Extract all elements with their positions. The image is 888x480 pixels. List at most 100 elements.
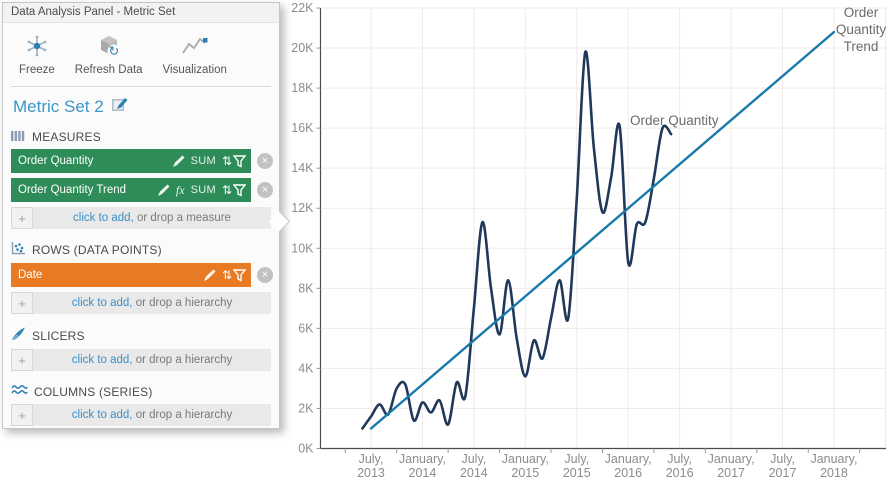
x-tick-label: January, [605,452,652,466]
rows-label: ROWS (DATA POINTS) [32,243,162,257]
x-tick-label: July, [667,452,692,466]
hierarchy-date[interactable]: Date ⇅ [11,263,251,287]
measure-order-quantity-trend[interactable]: Order Quantity Trend fx SUM ⇅ [11,178,251,202]
add-icon: + [11,404,33,426]
edit-pencil-icon[interactable] [172,155,185,168]
measures-icon [11,130,26,144]
x-tick-label: 2014 [460,466,488,480]
add-column-row[interactable]: + click to add, or drop a hierarchy [11,404,271,426]
edit-metric-set-icon[interactable] [111,96,128,117]
x-tick-label: 2017 [769,466,797,480]
x-tick-label: 2015 [511,466,539,480]
order-quantity-trend-series-label: Trend [844,39,879,54]
aggregator-label[interactable]: SUM [190,155,216,167]
x-tick-label: 2013 [357,466,385,480]
order-quantity-trend-series-label: Order [844,5,879,20]
sort-arrows-icon: ⇅ [221,154,232,168]
x-tick-label: 2015 [563,466,591,480]
refresh-data-button[interactable]: ↻ Refresh Data [75,33,143,76]
hierarchy-label: Date [18,269,43,281]
y-tick-label: 16K [291,121,314,135]
click-to-add-link[interactable]: click to add, [71,297,133,309]
y-tick-label: 10K [291,241,314,255]
columns-series-icon [11,384,28,399]
hierarchy-row: Date ⇅ × [3,263,279,287]
slicers-section-header: SLICERS [3,320,279,349]
order-quantity-trend-series-label: Quantity [836,22,887,37]
sort-arrows-icon: ⇅ [221,183,232,197]
panel-header[interactable]: Data Analysis Panel - Metric Set [3,3,279,23]
rows-section-header: ROWS (DATA POINTS) [3,235,279,263]
remove-measure-button[interactable]: × [257,182,273,198]
add-icon: + [11,349,33,371]
y-tick-label: 22K [291,1,314,15]
measure-row: Order Quantity SUM ⇅ × [3,149,279,173]
x-tick-label: January, [708,452,755,466]
aggregator-label[interactable]: SUM [190,184,216,196]
x-tick-label: 2014 [409,466,437,480]
measure-order-quantity[interactable]: Order Quantity SUM ⇅ [11,149,251,173]
toolbar-divider [11,86,271,87]
measures-section-header: MEASURES [3,123,279,149]
add-slicer-row[interactable]: + click to add, or drop a hierarchy [11,349,271,371]
add-rows-hierarchy-row[interactable]: + click to add, or drop a hierarchy [11,292,271,314]
slicers-label: SLICERS [32,328,85,343]
axes [319,8,886,450]
click-to-add-link[interactable]: click to add, [73,212,134,224]
x-tick-label: 2016 [614,466,642,480]
x-tick-label: July, [359,452,384,466]
columns-label: COLUMNS (SERIES) [34,384,153,399]
sort-filter-icon[interactable]: ⇅ [221,268,246,282]
y-tick-label: 0K [298,442,314,456]
remove-hierarchy-button[interactable]: × [257,267,273,283]
x-tick-label: 2016 [666,466,694,480]
visualization-label: Visualization [162,64,227,76]
rows-data-points-icon [11,242,26,258]
edit-pencil-icon[interactable] [203,269,216,282]
measure-label: Order Quantity Trend [18,184,127,196]
add-slicer-text: click to add, or drop a hierarchy [71,354,233,366]
sort-filter-icon[interactable]: ⇅ [221,183,246,197]
sort-filter-icon[interactable]: ⇅ [221,154,246,168]
x-tick-label: January, [502,452,549,466]
x-tick-label: January, [399,452,446,466]
add-column-text: click to add, or drop a hierarchy [71,409,233,421]
add-hierarchy-text: click to add, or drop a hierarchy [71,297,233,309]
order-quantity-line[interactable] [361,50,673,430]
remove-measure-button[interactable]: × [257,153,273,169]
add-measure-text: click to add, or drop a measure [73,212,231,224]
slicers-icon [11,327,26,344]
x-tick-label: July, [564,452,589,466]
y-tick-label: 12K [291,201,314,215]
order-quantity-trend-line[interactable] [369,30,836,430]
x-tick-label: 2018 [820,466,848,480]
click-to-add-link[interactable]: click to add, [71,354,133,366]
add-icon: + [11,292,33,314]
columns-section-header: COLUMNS (SERIES) [3,377,279,404]
y-tick-label: 18K [291,81,314,95]
x-tick-label: July, [770,452,795,466]
refresh-data-label: Refresh Data [74,64,143,76]
x-tick-label: 2017 [717,466,745,480]
refresh-data-icon: ↻ [96,33,122,59]
y-tick-label: 6K [298,321,314,335]
x-tick-label: July, [461,452,486,466]
sort-arrows-icon: ⇅ [221,268,232,282]
y-tick-label: 14K [291,161,314,175]
edit-pencil-icon[interactable] [157,184,170,197]
add-measure-row[interactable]: + click to add, or drop a measure [11,207,271,229]
freeze-icon [25,33,49,59]
gridlines [320,7,886,449]
visualization-button[interactable]: Visualization [163,33,227,76]
y-tick-label: 4K [298,361,314,375]
freeze-button[interactable]: Freeze [19,33,55,76]
y-tick-label: 8K [298,281,314,295]
y-tick-label: 20K [291,41,314,55]
formula-icon[interactable]: fx [175,182,185,197]
x-axis-labels: July,2013January,2014July,2014January,20… [344,448,861,480]
x-tick-label: January, [810,452,857,466]
y-tick-label: 2K [298,401,314,415]
click-to-add-link[interactable]: click to add, [71,409,133,421]
